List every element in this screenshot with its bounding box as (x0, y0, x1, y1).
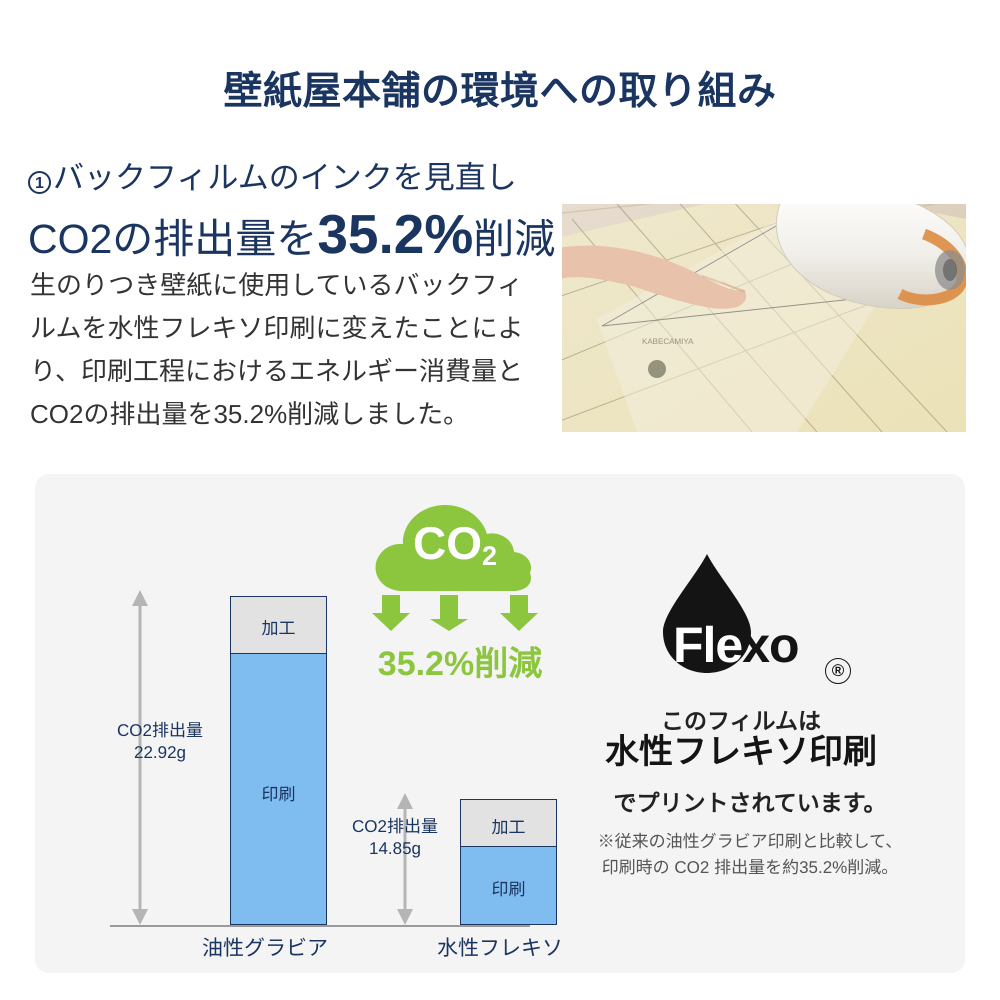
svg-text:KABECAMIYA: KABECAMIYA (642, 337, 694, 346)
